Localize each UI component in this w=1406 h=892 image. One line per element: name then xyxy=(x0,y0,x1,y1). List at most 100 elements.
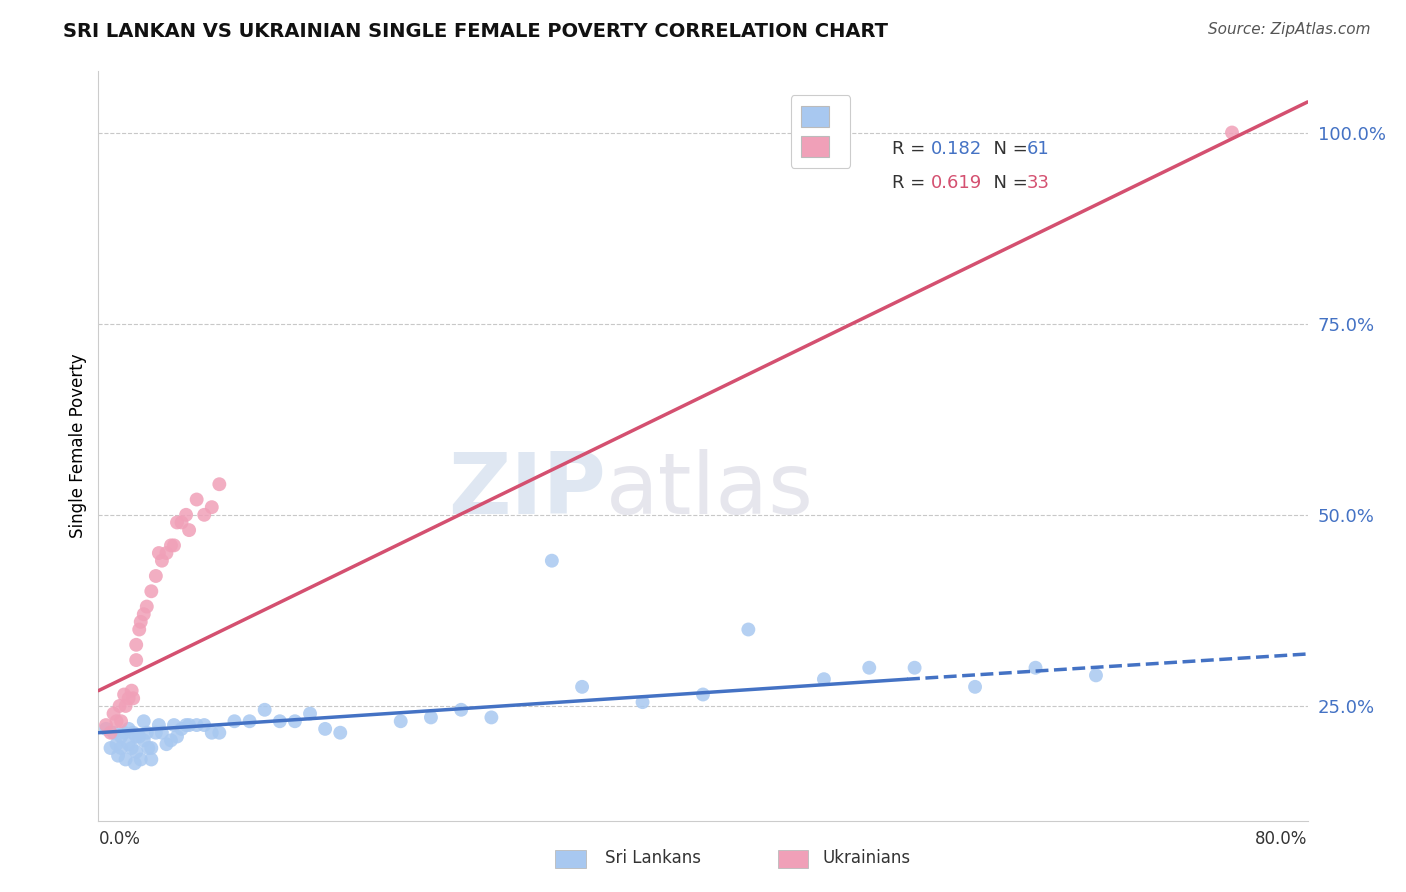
Point xyxy=(145,725,167,739)
Text: N =: N = xyxy=(981,174,1033,192)
Text: R =: R = xyxy=(891,140,931,159)
Point xyxy=(631,695,654,709)
Y-axis label: Single Female Poverty: Single Female Poverty xyxy=(69,354,87,538)
Legend: , : , xyxy=(790,95,851,168)
Point xyxy=(481,710,503,724)
Point xyxy=(125,745,148,759)
Point xyxy=(110,714,132,729)
Point xyxy=(148,546,170,560)
Point xyxy=(692,688,714,702)
Point xyxy=(150,554,173,568)
Point xyxy=(103,706,125,721)
Point xyxy=(118,722,141,736)
Text: SRI LANKAN VS UKRAINIAN SINGLE FEMALE POVERTY CORRELATION CHART: SRI LANKAN VS UKRAINIAN SINGLE FEMALE PO… xyxy=(63,22,889,41)
Point xyxy=(135,599,157,614)
Point xyxy=(114,752,136,766)
Point xyxy=(141,752,163,766)
Point xyxy=(737,623,759,637)
Point xyxy=(129,615,152,629)
Point xyxy=(186,718,208,732)
Point xyxy=(174,718,197,732)
Point xyxy=(105,737,128,751)
Point xyxy=(135,725,157,739)
Text: 61: 61 xyxy=(1026,140,1049,159)
Point xyxy=(122,691,145,706)
Point xyxy=(163,538,186,552)
Point xyxy=(858,661,880,675)
Point xyxy=(208,477,231,491)
Point xyxy=(105,714,128,729)
Point xyxy=(166,516,188,530)
Point xyxy=(141,741,163,756)
Point xyxy=(170,516,193,530)
Point xyxy=(132,607,155,622)
Text: 80.0%: 80.0% xyxy=(1256,830,1308,847)
Point xyxy=(148,718,170,732)
Point xyxy=(163,718,186,732)
Point xyxy=(186,492,208,507)
Text: Sri Lankans: Sri Lankans xyxy=(605,849,700,867)
Point xyxy=(540,554,562,568)
Point xyxy=(179,718,201,732)
Point xyxy=(1220,126,1243,140)
Point xyxy=(329,725,352,739)
Text: atlas: atlas xyxy=(606,450,814,533)
Point xyxy=(813,672,835,686)
Point xyxy=(224,714,246,729)
Point xyxy=(314,722,336,736)
Point xyxy=(114,698,136,713)
Point xyxy=(1085,668,1108,682)
Point xyxy=(107,748,129,763)
Point xyxy=(103,725,125,739)
Point xyxy=(118,691,141,706)
Text: Ukrainians: Ukrainians xyxy=(823,849,911,867)
Point xyxy=(155,546,177,560)
Point xyxy=(112,725,135,739)
Point xyxy=(132,714,155,729)
Point xyxy=(112,688,135,702)
Point xyxy=(94,722,117,736)
Point xyxy=(128,623,150,637)
Point xyxy=(132,733,155,747)
Point xyxy=(110,741,132,756)
Point xyxy=(121,683,143,698)
Point xyxy=(170,722,193,736)
Point xyxy=(110,730,132,744)
Point xyxy=(389,714,412,729)
Point xyxy=(904,661,927,675)
Point xyxy=(193,508,215,522)
Point xyxy=(124,756,146,771)
Point xyxy=(118,737,141,751)
Point xyxy=(284,714,307,729)
Point xyxy=(121,741,143,756)
Text: Source: ZipAtlas.com: Source: ZipAtlas.com xyxy=(1208,22,1371,37)
Point xyxy=(125,653,148,667)
Text: N =: N = xyxy=(981,140,1033,159)
Point xyxy=(201,500,224,515)
Point xyxy=(166,730,188,744)
Point xyxy=(100,741,122,756)
Point xyxy=(174,508,197,522)
Point xyxy=(160,733,183,747)
Point xyxy=(201,725,224,739)
Point xyxy=(150,725,173,739)
Point xyxy=(155,737,177,751)
Point xyxy=(129,752,152,766)
Point xyxy=(179,523,201,537)
Text: R =: R = xyxy=(891,174,931,192)
Text: 0.619: 0.619 xyxy=(931,174,983,192)
Text: 0.0%: 0.0% xyxy=(98,830,141,847)
Text: 0.182: 0.182 xyxy=(931,140,983,159)
Point xyxy=(239,714,262,729)
Point xyxy=(253,703,276,717)
Point xyxy=(193,718,215,732)
Point xyxy=(108,698,131,713)
Text: ZIP: ZIP xyxy=(449,450,606,533)
Point xyxy=(125,638,148,652)
Point xyxy=(269,714,291,729)
Text: 33: 33 xyxy=(1026,174,1050,192)
Point xyxy=(136,741,159,756)
Point xyxy=(1024,661,1046,675)
Point xyxy=(122,725,145,739)
Point xyxy=(94,718,117,732)
